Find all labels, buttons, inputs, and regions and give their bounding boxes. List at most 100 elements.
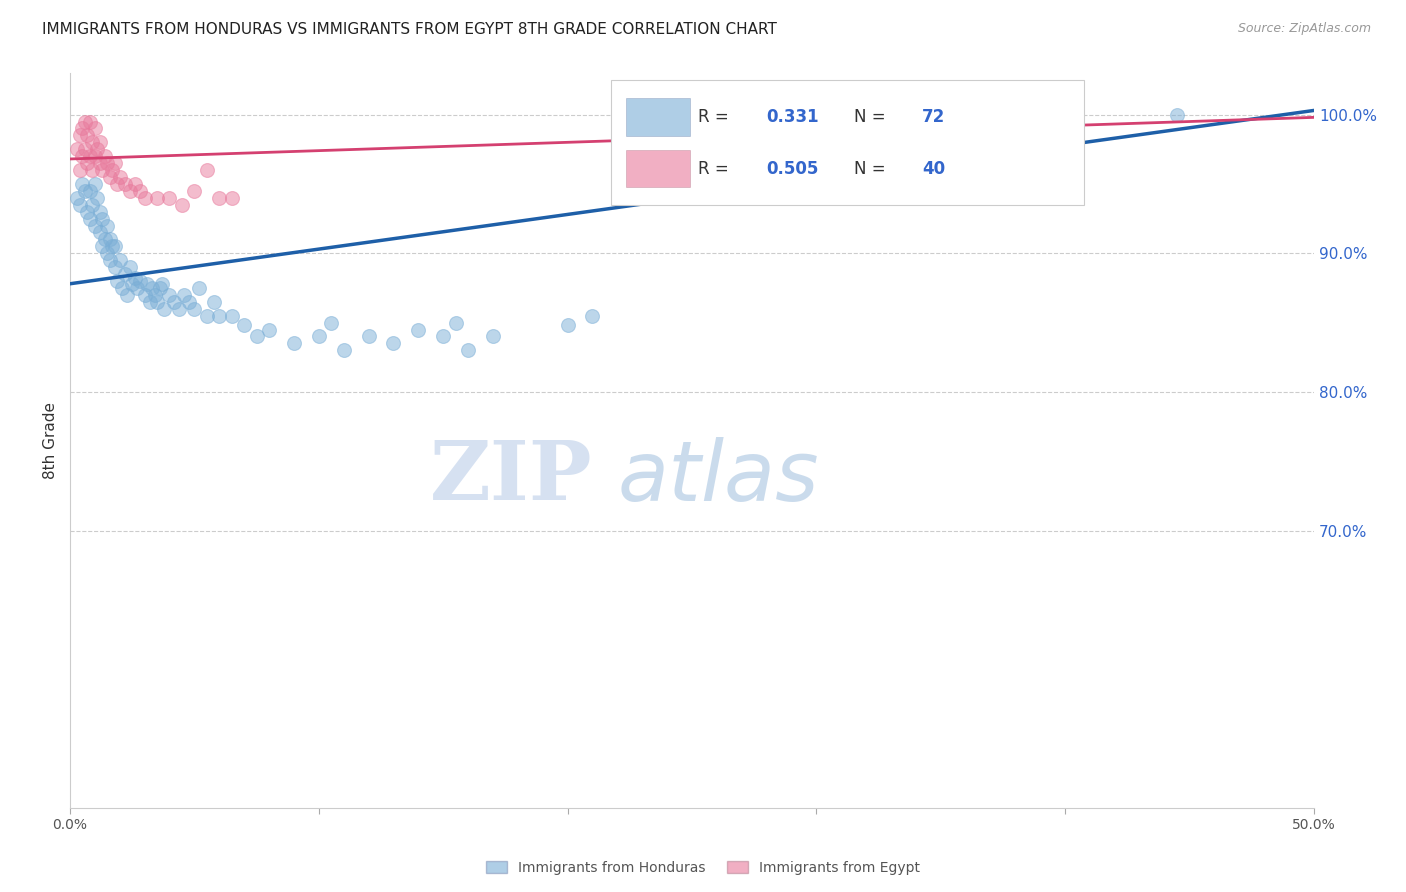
Point [245,329,267,343]
Point [138,294,160,309]
Point [134,191,156,205]
Point [98,232,121,246]
Text: N =: N = [853,108,890,126]
Point [408,322,430,336]
FancyBboxPatch shape [626,98,689,136]
Point [208,191,231,205]
Point [108,253,131,268]
Point [108,169,131,184]
Point [308,329,330,343]
Point [183,301,205,316]
Point [69,198,91,212]
Point [69,128,91,143]
Point [82,163,104,178]
Point [121,277,143,291]
Point [128,184,150,198]
Point [124,177,146,191]
Text: 0.505: 0.505 [766,160,820,178]
Point [1166,107,1188,121]
Point [76,156,98,170]
Text: atlas: atlas [617,437,818,517]
Point [114,267,136,281]
Point [79,184,101,198]
Point [89,204,111,219]
Point [233,318,256,333]
Point [83,219,105,233]
Point [1004,114,1026,128]
Point [69,163,91,178]
Point [104,239,127,253]
Point [89,226,111,240]
Point [202,294,225,309]
Point [146,294,169,309]
Point [143,288,166,302]
Text: Source: ZipAtlas.com: Source: ZipAtlas.com [1237,22,1371,36]
Point [105,177,128,191]
Point [96,156,118,170]
Point [72,121,94,136]
Point [73,184,96,198]
Point [482,329,505,343]
Point [118,184,141,198]
Point [127,281,149,295]
Point [432,329,454,343]
Text: R =: R = [699,108,734,126]
Point [1029,121,1052,136]
Point [96,246,118,260]
Point [581,309,603,323]
Point [179,294,201,309]
Point [159,288,181,302]
Point [188,281,211,295]
Point [124,271,146,285]
Legend: Immigrants from Honduras, Immigrants from Egypt: Immigrants from Honduras, Immigrants fro… [481,855,925,880]
Point [79,114,101,128]
Point [83,149,105,163]
Point [96,219,118,233]
Text: 0.331: 0.331 [766,108,820,126]
Point [66,142,89,156]
Point [86,191,108,205]
Text: ZIP: ZIP [430,437,592,517]
Point [169,301,191,316]
Point [1004,114,1026,128]
Point [89,156,111,170]
FancyBboxPatch shape [626,150,689,187]
Point [150,277,173,291]
Text: IMMIGRANTS FROM HONDURAS VS IMMIGRANTS FROM EGYPT 8TH GRADE CORRELATION CHART: IMMIGRANTS FROM HONDURAS VS IMMIGRANTS F… [42,22,778,37]
Point [79,149,101,163]
Point [321,316,343,330]
Point [221,309,243,323]
Point [170,198,193,212]
Text: 72: 72 [922,108,945,126]
Point [72,149,94,163]
Point [98,169,121,184]
Point [1029,107,1052,121]
Point [148,281,170,295]
Point [208,309,231,323]
Point [82,136,104,150]
Point [557,318,579,333]
Point [457,343,479,358]
Point [82,198,104,212]
Point [104,260,127,274]
Point [83,177,105,191]
Text: 40: 40 [922,160,945,178]
Point [444,316,467,330]
Text: R =: R = [699,160,734,178]
Point [94,232,117,246]
Point [101,163,124,178]
Point [91,163,114,178]
Point [183,184,205,198]
Y-axis label: 8th Grade: 8th Grade [44,402,58,479]
Text: N =: N = [853,160,890,178]
Point [73,142,96,156]
Point [221,191,243,205]
Point [332,343,354,358]
Point [128,274,150,288]
Point [101,239,124,253]
Point [89,136,111,150]
Point [76,128,98,143]
Point [136,277,159,291]
Point [94,149,117,163]
Point [91,239,114,253]
